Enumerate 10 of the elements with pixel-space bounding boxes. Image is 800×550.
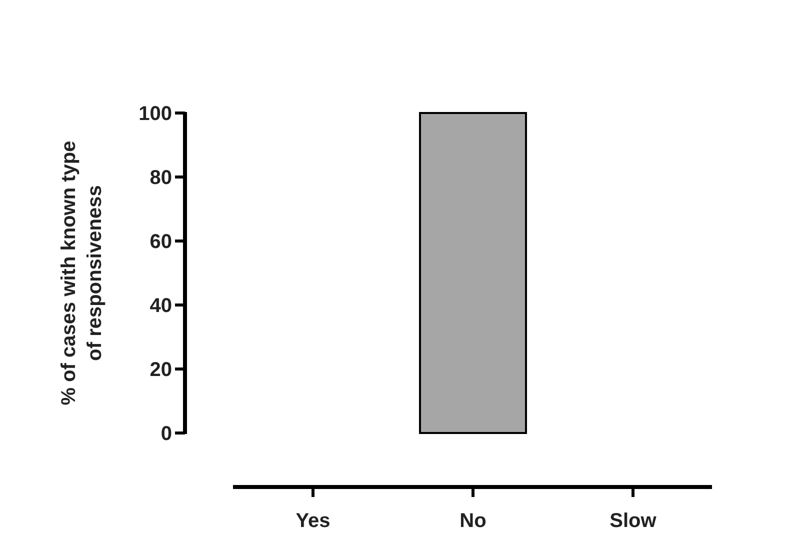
x-tick-label: Slow xyxy=(610,510,657,532)
y-tick-label: 80 xyxy=(150,167,172,189)
x-tick-label: No xyxy=(460,510,486,532)
x-tick-label: Yes xyxy=(296,510,330,532)
y-tick-label: 60 xyxy=(150,231,172,253)
y-tick-label: 40 xyxy=(150,295,172,317)
y-tick-label: 20 xyxy=(150,359,172,381)
y-tick-label: 100 xyxy=(138,103,172,125)
y-axis-title: % of cases with known type of responsiveness xyxy=(58,140,106,406)
y-tick-label: 0 xyxy=(160,423,172,445)
